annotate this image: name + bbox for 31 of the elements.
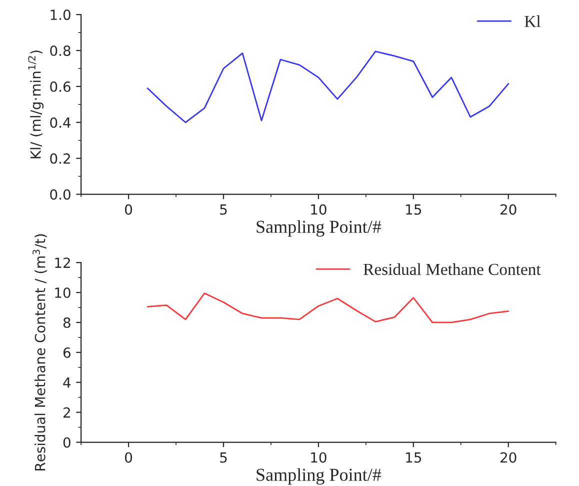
x-tick-label: 10	[311, 452, 326, 463]
legend-label: Residual Methane Content	[364, 263, 541, 276]
y-tick-label: 8	[63, 317, 70, 328]
y-tick-label: 12	[55, 258, 70, 268]
y-tick-label: 0.2	[50, 153, 70, 164]
y-tick-label: 0.8	[50, 45, 70, 56]
y-tick-label: 4	[63, 378, 71, 388]
x-tick-label: 5	[220, 204, 227, 215]
x-tick-label: 15	[406, 204, 422, 215]
y-axis-title: Residual Methane Content / (m$^{3}$/t)	[32, 234, 47, 470]
y-tick-label: 0.4	[50, 117, 71, 128]
x-tick-label: 0	[125, 204, 132, 215]
x-tick-label: 10	[311, 204, 326, 215]
x-tick-label: 0	[125, 452, 132, 463]
line-series	[146, 292, 510, 324]
x-tick-label: 15	[406, 452, 422, 463]
y-tick-label: 0.0	[50, 189, 70, 200]
y-tick-label: 6	[63, 347, 70, 358]
legend-label: Kl	[524, 15, 541, 27]
y-tick-label: 1.0	[50, 10, 70, 20]
x-axis-title: Sampling Point/#	[256, 220, 382, 237]
x-tick-label: 5	[220, 452, 227, 463]
y-tick-label: 10	[55, 287, 70, 298]
line-series	[146, 50, 510, 124]
y-tick-label: 0	[63, 437, 70, 448]
y-tick-label: 0.6	[50, 81, 70, 92]
x-tick-label: 20	[500, 204, 516, 215]
y-axis-title: Kl/ (ml/g·min$^{1/2}$)	[28, 50, 44, 158]
y-tick-label: 2	[64, 407, 70, 418]
x-tick-label: 20	[500, 452, 516, 463]
x-axis-title: Sampling Point/#	[256, 468, 382, 485]
